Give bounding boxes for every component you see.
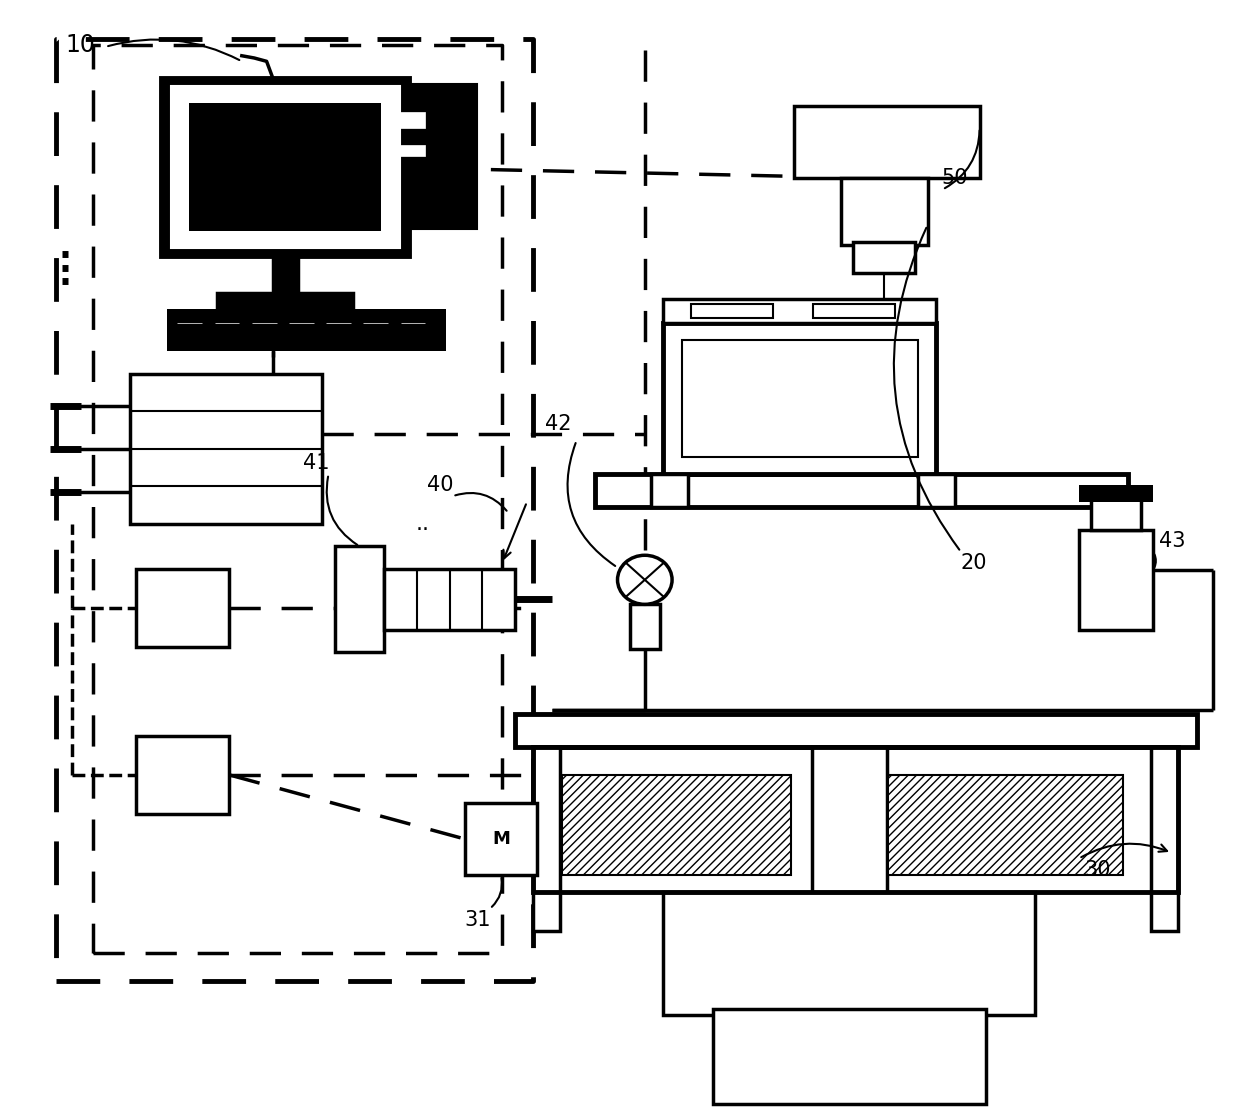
Bar [562, 775, 791, 875]
Bar [171, 87, 399, 249]
Bar [136, 736, 229, 814]
Bar [651, 474, 688, 507]
Bar [515, 714, 1197, 747]
Bar [533, 747, 1178, 892]
Text: 20: 20 [960, 553, 987, 573]
Text: 10: 10 [66, 32, 95, 57]
Bar [130, 374, 322, 524]
Bar [394, 145, 425, 156]
Bar [465, 803, 537, 875]
Bar [1151, 747, 1178, 931]
Bar [188, 104, 381, 232]
Bar [630, 604, 660, 649]
Text: 30: 30 [1084, 860, 1111, 880]
Bar [918, 474, 955, 507]
Bar [533, 747, 560, 931]
Bar [167, 309, 446, 351]
Bar [691, 303, 773, 319]
Bar [841, 178, 928, 245]
Bar [273, 256, 298, 301]
Bar [663, 892, 1035, 1015]
Bar [853, 242, 915, 273]
Text: 43: 43 [1158, 531, 1185, 551]
Text: 31: 31 [464, 910, 491, 930]
Bar [682, 340, 918, 457]
Text: 40: 40 [427, 475, 454, 495]
Bar [1079, 530, 1153, 630]
Bar [663, 299, 936, 323]
Bar [384, 569, 515, 630]
Bar [888, 775, 1123, 875]
Text: M: M [492, 830, 510, 849]
Bar [812, 747, 887, 931]
Circle shape [618, 555, 672, 604]
Bar [595, 474, 1128, 507]
Bar [217, 293, 353, 307]
Bar [161, 78, 409, 256]
Bar [813, 303, 895, 319]
Bar [136, 569, 229, 647]
Bar [335, 546, 384, 652]
Text: ..: .. [415, 514, 429, 534]
Bar [663, 323, 936, 474]
Bar [1079, 485, 1153, 502]
Text: 50: 50 [941, 168, 968, 188]
Text: 42: 42 [544, 414, 572, 434]
Bar [394, 112, 425, 128]
Bar [384, 84, 477, 229]
Text: 41: 41 [303, 453, 330, 473]
Bar [1091, 496, 1141, 530]
Bar [794, 106, 980, 178]
Bar [713, 1009, 986, 1104]
